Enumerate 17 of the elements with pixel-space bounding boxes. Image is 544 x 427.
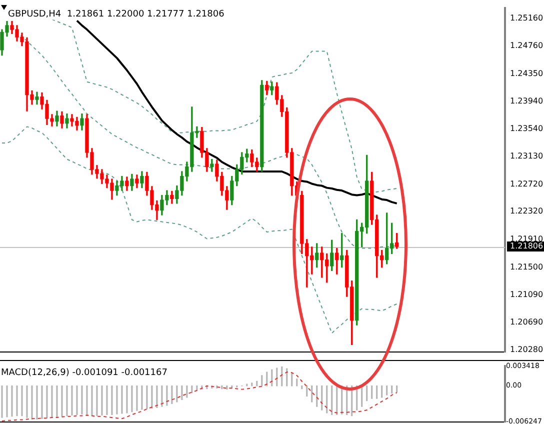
chart-title: MACD(12,26,9) -0.001091 -0.001167 <box>1 368 168 378</box>
y-tick-label: 1.23540 <box>510 124 544 133</box>
chart-title: GBPUSD,H4 1.21861 1.22000 1.21777 1.21806 <box>8 10 225 20</box>
line-series <box>2 126 398 334</box>
ref-line-label: 1.21806 <box>510 242 544 251</box>
y-tick-label: 1.25160 <box>510 14 544 23</box>
y-tick-label: 1.22720 <box>510 179 544 188</box>
y-tick-label: 1.23130 <box>510 152 544 161</box>
y-tick-label: 1.21500 <box>510 262 544 272</box>
y-tick-label: 1.24350 <box>510 68 544 78</box>
y-tick-label: 1.21910 <box>510 234 544 244</box>
y-tick-label: 1.24760 <box>510 40 544 50</box>
y-tick-label: 1.23940 <box>510 96 544 106</box>
y-tick-label: 1.22320 <box>510 206 544 216</box>
y-tick-label: 1.21090 <box>510 290 544 300</box>
y-tick-label: 1.20690 <box>510 317 544 326</box>
y-tick-label: 1.20280 <box>510 345 544 354</box>
